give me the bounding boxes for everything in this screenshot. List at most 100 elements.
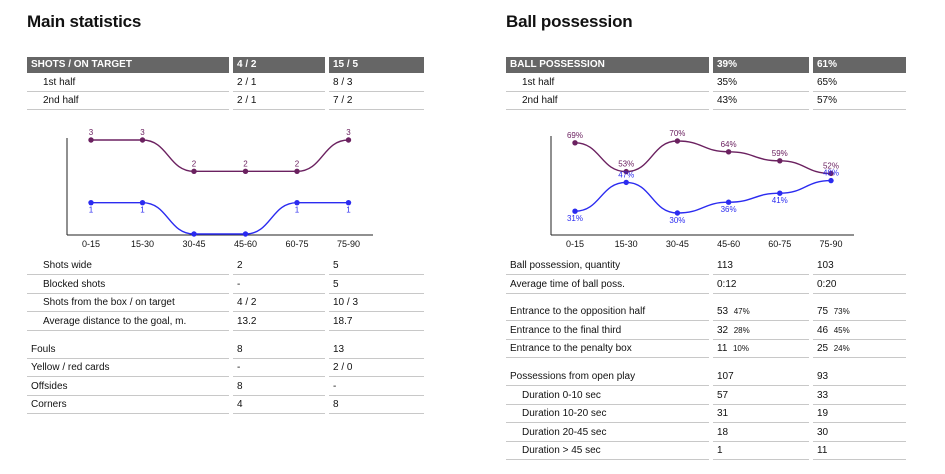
percent: 24% — [833, 344, 850, 353]
data-label: 3 — [140, 128, 145, 137]
row-value-a: 2 / 1 — [233, 74, 325, 92]
data-label: 2 — [192, 159, 197, 168]
row-label: Duration 20-45 sec — [506, 424, 709, 442]
row-label: 2nd half — [506, 92, 709, 110]
value: 53 — [717, 306, 729, 317]
row-value-b: 19 — [813, 405, 906, 423]
row-label: Ball possession, quantity — [506, 257, 709, 275]
value: 11 — [717, 343, 728, 354]
row-value-b: 0:20 — [813, 276, 906, 294]
percent: 10% — [732, 344, 749, 353]
x-tick-label: 0-15 — [566, 239, 584, 249]
row-value-a: 8 — [233, 341, 325, 359]
table-row: Average distance to the goal, m. 13.2 18… — [27, 313, 424, 331]
row-value-a: 13.2 — [233, 313, 325, 331]
table-row: Duration 10-20 sec 31 19 — [506, 405, 906, 423]
table-row: Average time of ball poss. 0:12 0:20 — [506, 276, 906, 294]
row-label: Fouls — [27, 341, 229, 359]
row-label: Possessions from open play — [506, 368, 709, 386]
x-tick-label: 0-15 — [82, 239, 100, 249]
table-row: Shots from the box / on target 4 / 2 10 … — [27, 294, 424, 312]
row-value-a: 32 28% — [713, 322, 809, 340]
series-line — [574, 179, 832, 214]
data-label: 2 — [243, 159, 248, 168]
percent: 47% — [733, 307, 750, 316]
data-point — [345, 199, 352, 206]
row-value-b: 46 45% — [813, 322, 906, 340]
row-value-b: 57% — [813, 92, 906, 110]
x-tick-label: 45-60 — [717, 239, 740, 249]
value: 25 — [817, 343, 829, 354]
table-row: Entrance to the opposition half 53 47% 7… — [506, 303, 906, 321]
table-row: Yellow / red cards - 2 / 0 — [27, 359, 424, 377]
value: 75 — [817, 306, 829, 317]
table-row: Blocked shots - 5 — [27, 276, 424, 294]
row-label: Shots wide — [27, 257, 229, 275]
row-label: Duration > 45 sec — [506, 442, 709, 460]
data-label: 3 — [89, 128, 94, 137]
row-value-a: - — [233, 359, 325, 377]
row-value-a: 57 — [713, 387, 809, 405]
series-line — [91, 201, 349, 235]
row-label: Entrance to the final third — [506, 322, 709, 340]
data-point — [139, 137, 146, 143]
row-value-b: 30 — [813, 424, 906, 442]
row-label: Yellow / red cards — [27, 359, 229, 377]
row-value-a: 1 — [713, 442, 809, 460]
row-value-a: 35% — [713, 74, 809, 92]
row-value-b: 75 73% — [813, 303, 906, 321]
data-label: 2 — [295, 159, 300, 168]
row-value-b: 5 — [329, 276, 424, 294]
value: 32 — [717, 325, 729, 336]
possession-header-team-a: 39% — [713, 57, 809, 73]
table-row: Entrance to the final third 32 28% 46 45… — [506, 322, 906, 340]
data-label: 70% — [669, 129, 685, 138]
table-row: Possessions from open play 107 93 — [506, 368, 906, 386]
row-value-a: 8 — [233, 378, 325, 396]
data-point — [191, 231, 197, 237]
row-value-b: 18.7 — [329, 313, 424, 331]
data-label: 64% — [721, 140, 737, 149]
row-value-b: - — [329, 378, 424, 396]
row-value-b: 8 / 3 — [329, 74, 424, 92]
row-label: 1st half — [506, 74, 709, 92]
x-tick-label: 75-90 — [337, 239, 360, 249]
row-value-a: 43% — [713, 92, 809, 110]
table-row: Duration 0-10 sec 57 33 — [506, 387, 906, 405]
x-tick-label: 15-30 — [131, 239, 154, 249]
data-point — [294, 199, 300, 206]
possession-by-interval-chart: 0-15 15-30 30-45 45-60 60-75 75-90 69% 53% 70% 64… — [550, 129, 854, 249]
shots-header-team-b: 15 / 5 — [329, 57, 424, 73]
row-value-b: 103 — [813, 257, 906, 275]
main-statistics-title: Main statistics — [27, 12, 142, 31]
data-label: 48% — [823, 169, 839, 178]
table-row: 1st half 2 / 1 8 / 3 — [27, 74, 424, 92]
data-point — [345, 137, 352, 143]
table-row: Fouls 8 13 — [27, 341, 424, 359]
data-point — [674, 138, 681, 144]
row-label: Corners — [27, 396, 229, 414]
row-value-a: - — [233, 276, 325, 294]
row-value-a: 11 10% — [713, 340, 809, 358]
data-point — [725, 149, 732, 155]
possession-header-team-b: 61% — [813, 57, 906, 73]
row-value-b: 10 / 3 — [329, 294, 424, 312]
row-value-b: 33 — [813, 387, 906, 405]
data-label: 1 — [295, 206, 300, 215]
row-label: Duration 10-20 sec — [506, 405, 709, 423]
data-point — [777, 190, 783, 196]
x-tick-label: 15-30 — [615, 239, 638, 249]
row-label: Entrance to the penalty box — [506, 340, 709, 358]
x-tick-label: 30-45 — [182, 239, 205, 249]
row-value-b: 13 — [329, 341, 424, 359]
data-point — [623, 168, 629, 175]
row-value-b: 5 — [329, 257, 424, 275]
data-point — [828, 177, 834, 184]
data-point — [572, 140, 578, 146]
ball-possession-title: Ball possession — [506, 12, 633, 31]
row-value-b: 93 — [813, 368, 906, 386]
table-row: Shots wide 2 5 — [27, 257, 424, 275]
data-label: 41% — [772, 196, 788, 205]
data-label: 53% — [618, 160, 634, 169]
row-label: Entrance to the opposition half — [506, 303, 709, 321]
